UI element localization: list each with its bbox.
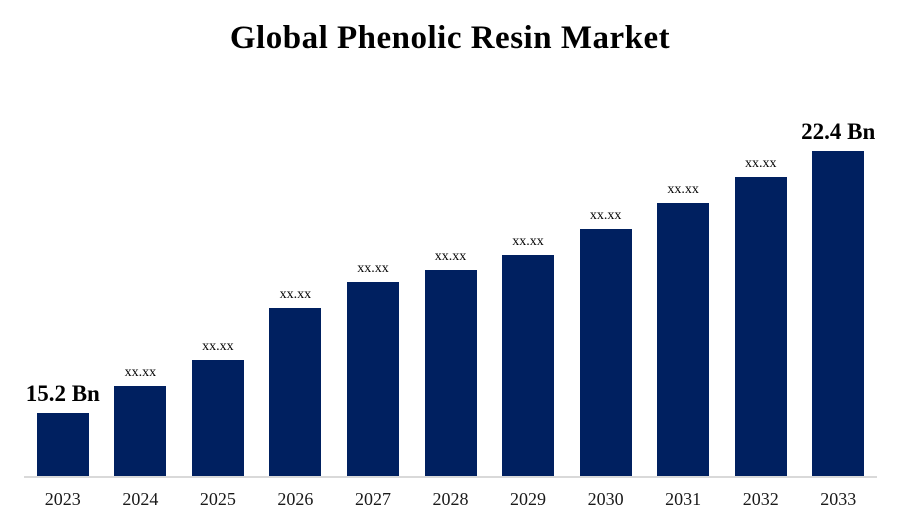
- bar-2031: [657, 203, 710, 477]
- bar-2026: [269, 308, 322, 477]
- bar-2023: [36, 413, 89, 477]
- x-axis-line: [24, 476, 877, 478]
- bar-2028: [424, 270, 477, 477]
- x-axis-label-2030: 2030: [587, 489, 624, 509]
- x-axis-label-2029: 2029: [510, 489, 547, 509]
- bar-group-2033: 22.4 Bn: [799, 0, 877, 477]
- bar-2025: [191, 360, 244, 477]
- bar-group-2030: xx.xx: [567, 0, 645, 477]
- bar-group-2029: xx.xx: [489, 0, 567, 477]
- x-axis-label-2033: 2033: [820, 489, 857, 509]
- bar-group-2028: xx.xx: [412, 0, 490, 477]
- x-axis-labels: 2023 2024 2025 2026 2027 2028 2029 2030 2031 2032…: [24, 489, 877, 510]
- bar-value-label-2026: xx.xx: [279, 287, 312, 302]
- plot-area: 15.2 Bn xx.xx xx.xx xx.xx xx.xx xx.xx xx.xx xx.…: [24, 0, 877, 525]
- bar-2024: [114, 386, 167, 477]
- bar-group-2024: xx.xx: [102, 0, 180, 477]
- bar-value-label-2033: 22.4 Bn: [801, 119, 876, 144]
- bar-2030: [579, 229, 632, 477]
- x-axis-label-2027: 2027: [354, 489, 391, 509]
- bar-value-label-2029: xx.xx: [512, 234, 544, 249]
- bar-2029: [502, 255, 555, 477]
- chart-title: Global Phenolic Resin Market: [229, 20, 671, 56]
- bar-value-label-2024: xx.xx: [124, 365, 157, 380]
- x-axis-label-2032: 2032: [742, 489, 779, 509]
- bar-value-label-2030: xx.xx: [589, 208, 622, 223]
- x-axis-label-2024: 2024: [122, 489, 159, 509]
- bar-2033: [812, 151, 865, 477]
- bar-value-label-2027: xx.xx: [357, 261, 389, 276]
- x-axis-label-2025: 2025: [199, 489, 236, 509]
- bar-group-2027: xx.xx: [334, 0, 412, 477]
- bar-value-label-2032: xx.xx: [744, 156, 777, 171]
- bar-group-2032: xx.xx: [722, 0, 800, 477]
- bar-group-2025: xx.xx: [179, 0, 257, 477]
- x-axis-label-2026: 2026: [277, 489, 314, 509]
- bar-2027: [346, 282, 399, 477]
- bar-value-label-2023: 15.2 Bn: [25, 381, 100, 406]
- x-axis-label-2028: 2028: [432, 489, 469, 509]
- bar-value-label-2025: xx.xx: [202, 339, 234, 354]
- bar-group-2031: xx.xx: [644, 0, 722, 477]
- bar-2032: [734, 177, 787, 477]
- bar-group-2023: 15.2 Bn: [24, 0, 102, 477]
- bar-group-2026: xx.xx: [257, 0, 335, 477]
- bar-value-label-2031: xx.xx: [667, 182, 699, 197]
- x-axis-label-2023: 2023: [44, 489, 81, 509]
- bars-row: 15.2 Bn xx.xx xx.xx xx.xx xx.xx xx.xx xx.xx xx.…: [24, 0, 877, 477]
- bar-value-label-2028: xx.xx: [434, 249, 467, 264]
- x-axis-label-2031: 2031: [665, 489, 702, 509]
